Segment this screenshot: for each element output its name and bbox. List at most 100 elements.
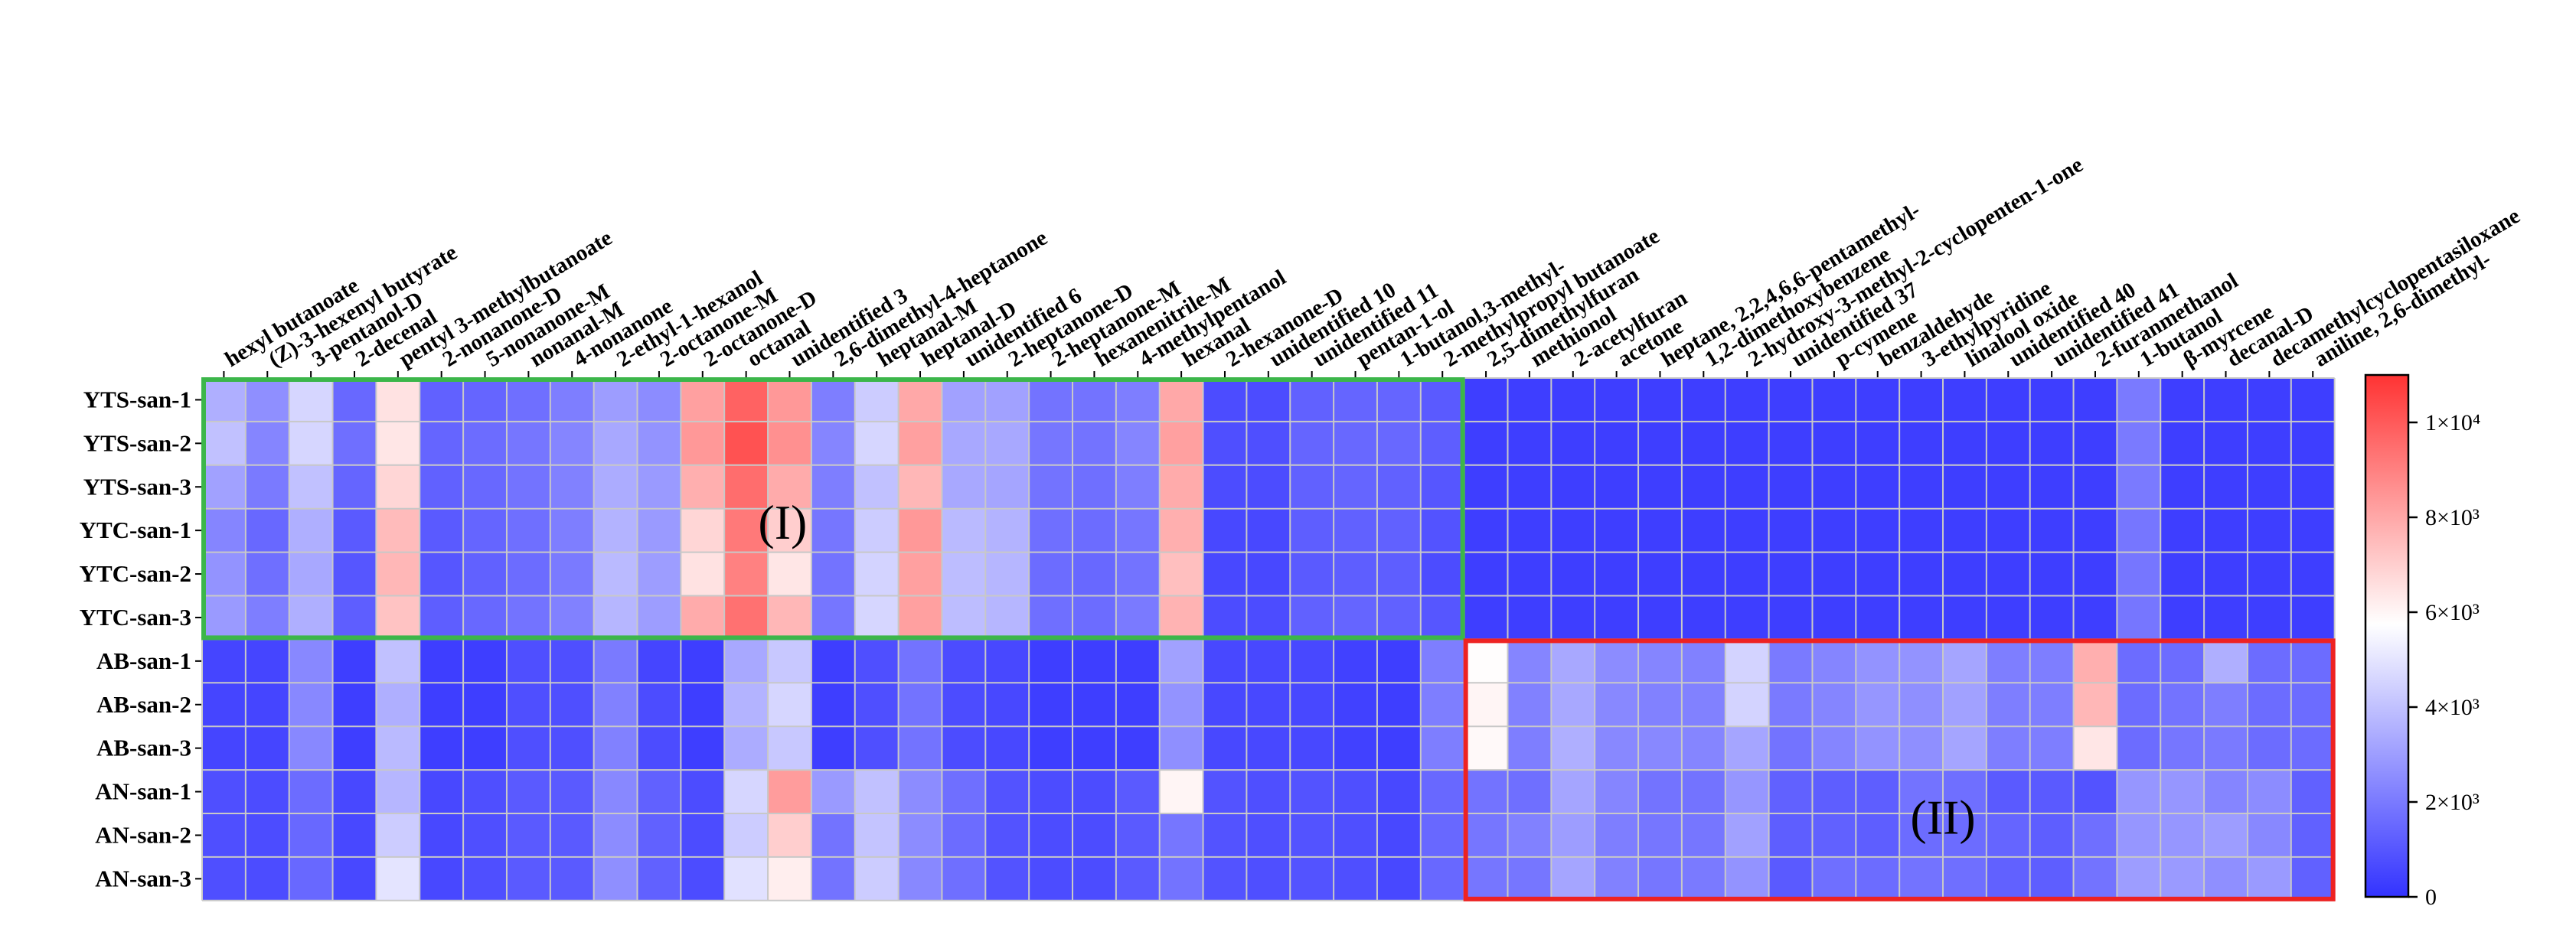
heatmap-cell <box>1464 856 1509 901</box>
heatmap-cell <box>2247 378 2292 422</box>
heatmap-cell <box>942 856 986 901</box>
heatmap-cell <box>985 421 1030 466</box>
heatmap-cell <box>420 813 464 858</box>
heatmap-cell <box>637 726 681 771</box>
heatmap-cell <box>289 813 334 858</box>
heatmap-cell <box>1376 683 1422 727</box>
heatmap-cell <box>245 378 290 422</box>
heatmap-cell <box>1334 552 1378 597</box>
heatmap-cell <box>2247 421 2292 466</box>
heatmap-cell <box>1073 813 1117 858</box>
heatmap-cell <box>1725 508 1770 553</box>
heatmap-cell <box>506 813 551 858</box>
heatmap-cell <box>768 726 812 771</box>
heatmap-cell <box>898 770 943 814</box>
heatmap-cell <box>1638 464 1683 510</box>
heatmap-cell <box>1246 726 1291 771</box>
heatmap-cell <box>2029 639 2075 683</box>
heatmap-cell <box>1246 421 1291 466</box>
heatmap-cell <box>550 770 595 814</box>
row-label: YTS-san-3 <box>83 473 191 500</box>
heatmap-cell <box>1334 595 1378 640</box>
heatmap-cell <box>1115 683 1161 727</box>
heatmap-cell <box>245 726 290 771</box>
heatmap-cell <box>1768 552 1814 597</box>
heatmap-cell <box>550 508 595 553</box>
heatmap-cell <box>463 770 508 814</box>
heatmap-cell <box>1638 813 1683 858</box>
heatmap-cell <box>1856 552 1900 597</box>
heatmap-cell <box>1159 683 1204 727</box>
heatmap-cell <box>637 683 681 727</box>
heatmap-cell <box>681 813 725 858</box>
heatmap-cell <box>2073 508 2117 553</box>
heatmap-cell <box>1420 683 1465 727</box>
heatmap-cell <box>2160 464 2205 510</box>
heatmap-cell <box>1376 726 1422 771</box>
heatmap-cell <box>1812 508 1856 553</box>
heatmap-cell <box>1638 421 1683 466</box>
heatmap-cell <box>811 770 856 814</box>
heatmap-cell <box>1073 726 1117 771</box>
heatmap-cell <box>289 464 334 510</box>
heatmap-cell <box>1464 464 1509 510</box>
heatmap-cell <box>593 770 638 814</box>
heatmap-cell <box>2117 639 2161 683</box>
heatmap-cell <box>854 726 899 771</box>
heatmap-cell <box>768 683 812 727</box>
heatmap-cell <box>1725 464 1770 510</box>
heatmap-cell <box>1768 813 1814 858</box>
heatmap-cell <box>1029 508 1073 553</box>
heatmap-cell <box>681 552 725 597</box>
heatmap-cell <box>1943 856 1987 901</box>
heatmap-cell <box>1334 421 1378 466</box>
heatmap-cell <box>1768 464 1814 510</box>
heatmap-cell <box>1725 595 1770 640</box>
heatmap-cell <box>1507 378 1552 422</box>
heatmap-cell <box>1159 378 1204 422</box>
heatmap-cell <box>1812 595 1856 640</box>
heatmap-cell <box>202 683 246 727</box>
heatmap-cell <box>942 639 986 683</box>
heatmap-cell <box>811 378 856 422</box>
heatmap-cell <box>1943 378 1987 422</box>
heatmap-cell <box>1464 726 1509 771</box>
heatmap-cell <box>2160 378 2205 422</box>
heatmap-cell <box>1725 421 1770 466</box>
heatmap-cell <box>1899 595 1944 640</box>
heatmap-cell <box>1595 726 1639 771</box>
column-label: decamethylcyclopentasiloxane <box>2266 204 2524 372</box>
heatmap-cell <box>2029 464 2075 510</box>
heatmap-cell <box>506 770 551 814</box>
heatmap-cell <box>245 683 290 727</box>
heatmap-cell <box>1159 421 1204 466</box>
heatmap-cell <box>942 726 986 771</box>
heatmap-cell <box>724 813 769 858</box>
heatmap-cell <box>2117 813 2161 858</box>
heatmap-cell <box>942 464 986 510</box>
colorbar-tick-label: 1×10⁴ <box>2425 410 2480 435</box>
heatmap-cell <box>1115 378 1161 422</box>
heatmap-cell <box>1768 770 1814 814</box>
heatmap-cell <box>1725 378 1770 422</box>
heatmap-cell <box>1029 813 1073 858</box>
heatmap-cell <box>1246 856 1291 901</box>
heatmap-cell <box>332 856 377 901</box>
heatmap-cell <box>811 726 856 771</box>
heatmap-cell <box>2204 770 2248 814</box>
heatmap-cell <box>245 639 290 683</box>
heatmap-cell <box>376 726 420 771</box>
heatmap-cell <box>245 421 290 466</box>
heatmap-cell <box>768 378 812 422</box>
heatmap-cell <box>768 770 812 814</box>
heatmap-cell <box>289 421 334 466</box>
heatmap-cell <box>420 421 464 466</box>
heatmap-cell <box>2073 683 2117 727</box>
heatmap-cell <box>2160 813 2205 858</box>
heatmap-cell <box>2247 552 2292 597</box>
heatmap-cell <box>1768 856 1814 901</box>
heatmap-cell <box>1073 595 1117 640</box>
heatmap-cell <box>420 639 464 683</box>
heatmap-cell <box>2029 552 2075 597</box>
heatmap-cell <box>1464 813 1509 858</box>
